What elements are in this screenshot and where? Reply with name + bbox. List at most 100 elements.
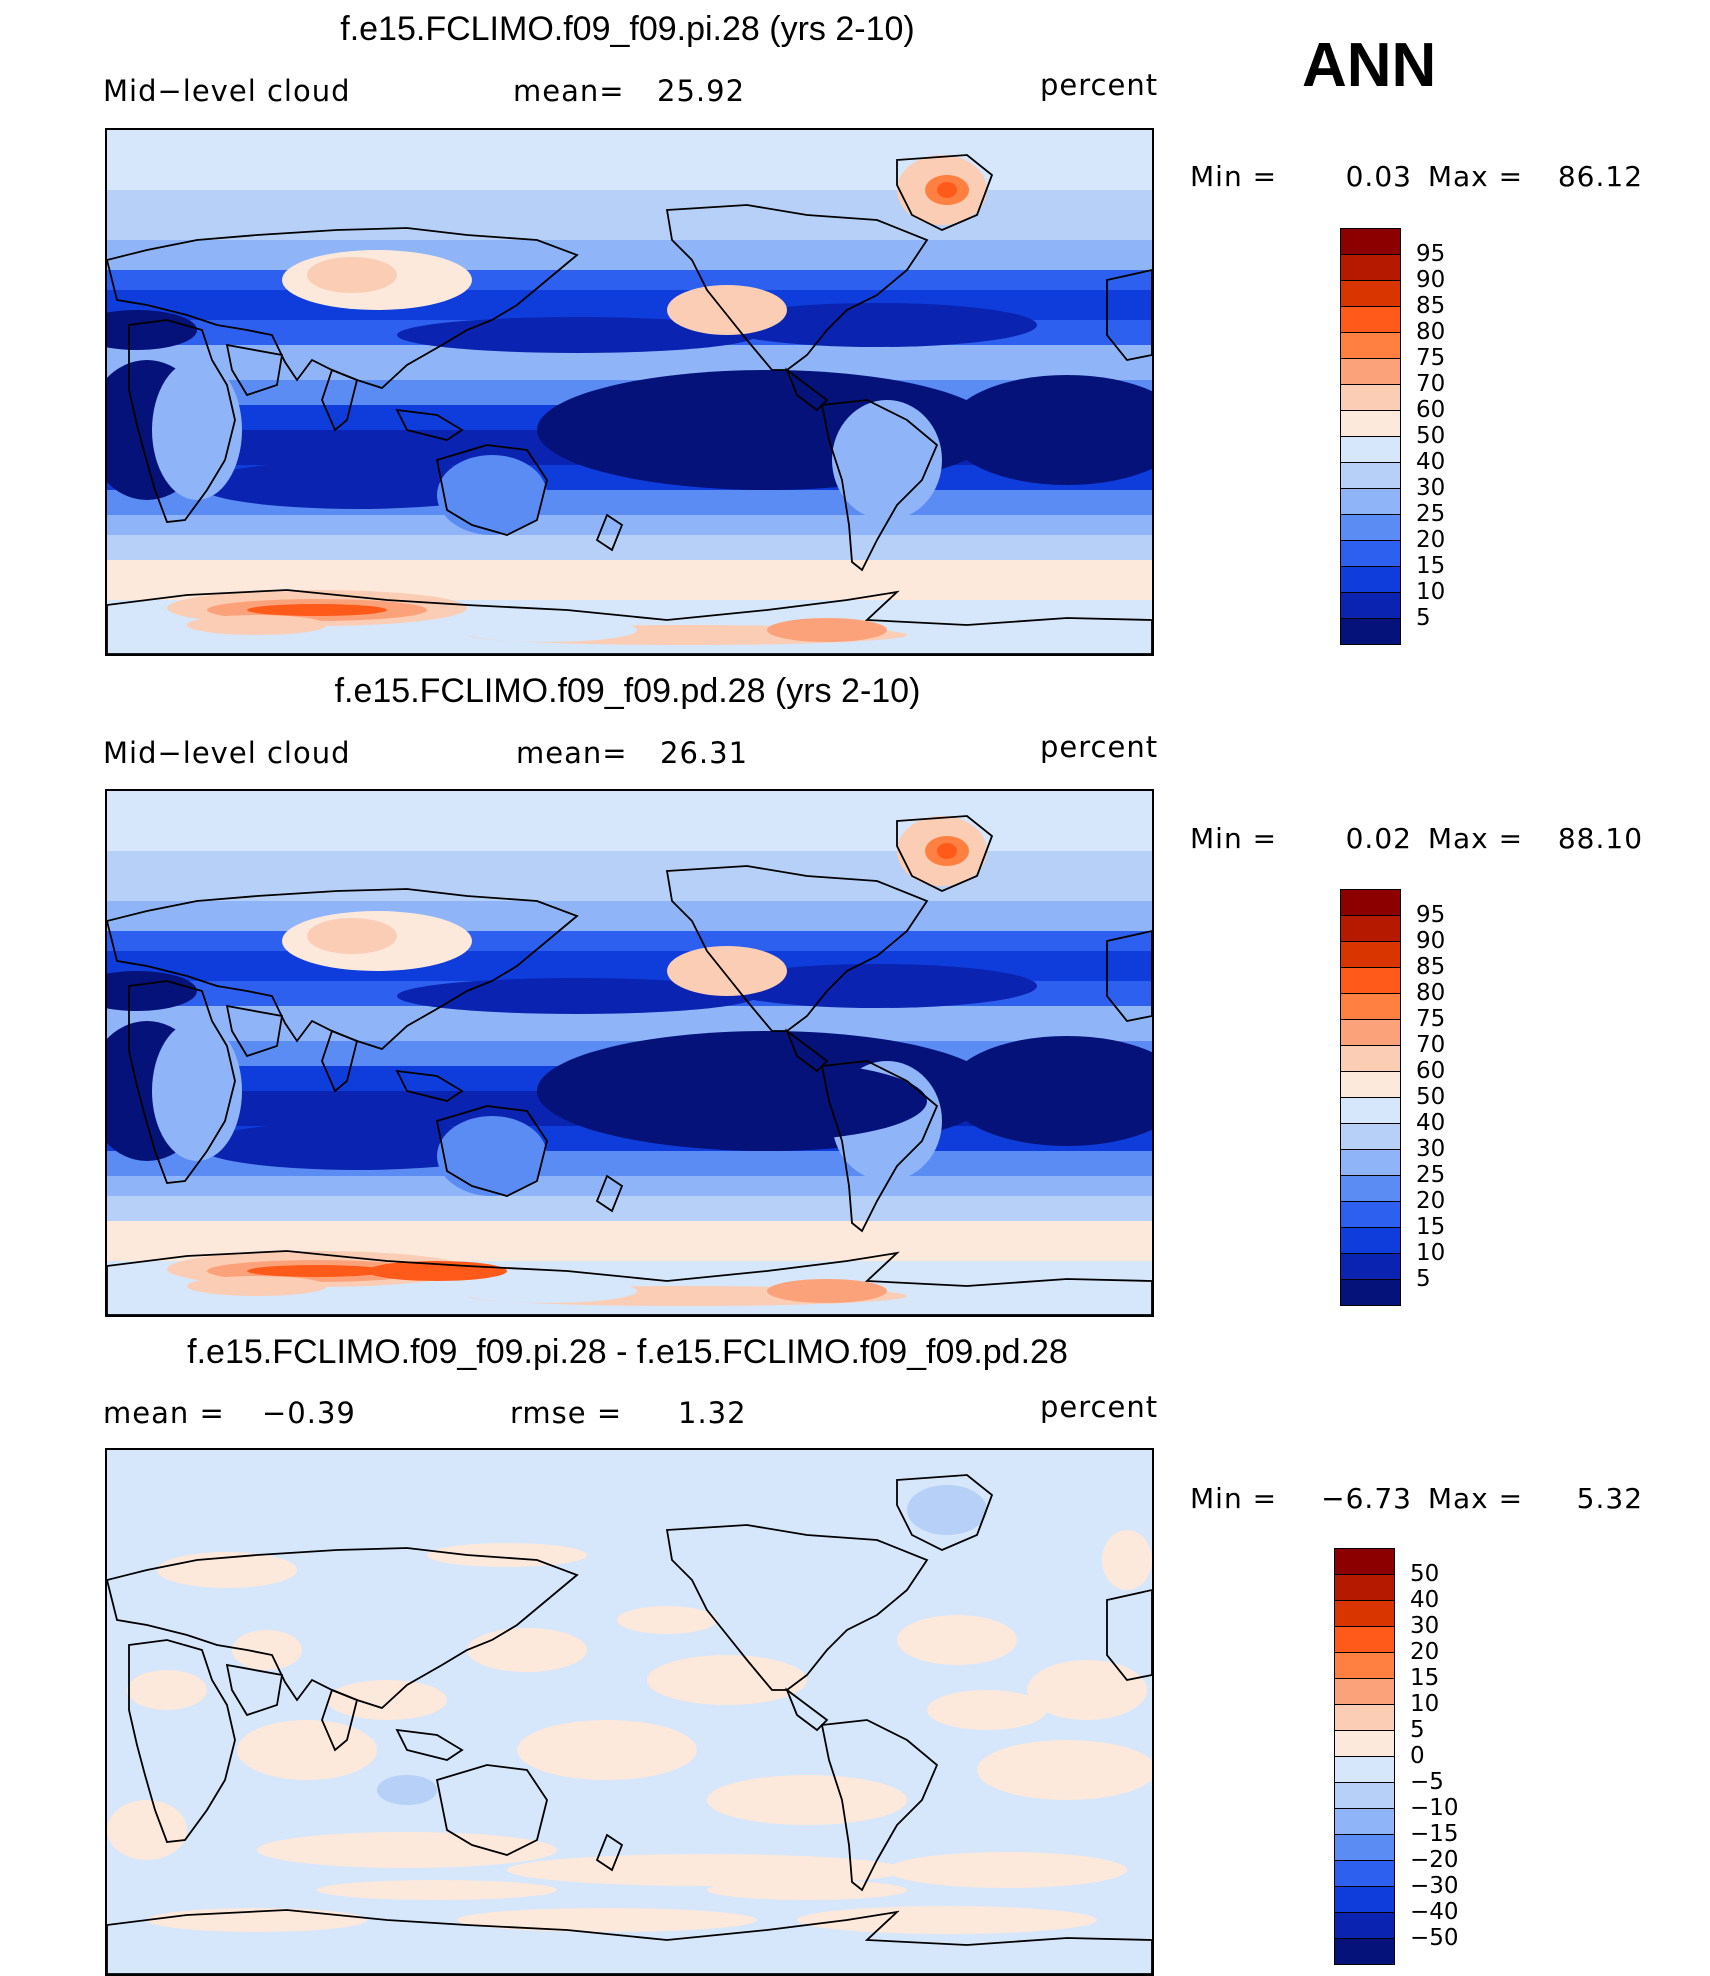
panel-3-mean-label: mean = [103,1396,225,1430]
diff-colorbar-label: −15 [1410,1821,1459,1847]
cloud-colorbar-swatch [1340,384,1401,411]
cloud-colorbar-swatch [1340,993,1401,1020]
cloud-colorbar-label: 85 [1416,954,1446,980]
diff-colorbar-label: 10 [1410,1691,1440,1717]
cloud-colorbar-swatch [1340,915,1401,942]
cloud-colorbar-label: 60 [1416,1058,1446,1084]
cloud-colorbar-swatch [1340,436,1401,463]
cloud-colorbar-label: 70 [1416,371,1446,397]
cloud-colorbar-label: 70 [1416,1032,1446,1058]
panel-1-minmax: Min = 0.03 Max = 86.12 [1190,160,1643,193]
panel-2-minmax: Min = 0.02 Max = 88.10 [1190,822,1643,855]
diff-colorbar-swatch [1334,1548,1395,1575]
diff-colorbar-swatch [1334,1886,1395,1913]
diff-colorbar-swatch [1334,1600,1395,1627]
cloud-colorbar-label: 10 [1416,579,1446,605]
diff-colorbar-swatch [1334,1678,1395,1705]
cloud-colorbar-swatch [1340,1175,1401,1202]
panel-3-units: percent [1040,1390,1159,1424]
panel-1-max-label: Max = [1427,160,1524,193]
diff-colorbar-swatch [1334,1782,1395,1809]
cloud-colorbar-swatch [1340,280,1401,307]
diff-colorbar-swatch [1334,1834,1395,1861]
diff-colorbar-label: −20 [1410,1847,1459,1873]
cloud-colorbar-label: 30 [1416,475,1446,501]
cloud-colorbar-label: 50 [1416,423,1446,449]
cloud-colorbar-label: 95 [1416,241,1446,267]
diff-colorbar-swatch [1334,1626,1395,1653]
panel-2-min-value: 0.02 [1345,822,1412,855]
season-label: ANN [1302,31,1437,100]
cloud-colorbar-label: 15 [1416,1214,1446,1240]
panel-2-mean-label: mean= [516,736,628,770]
cloud-colorbar-swatch [1340,1045,1401,1072]
panel-1-map-svg [107,130,1152,654]
cloud-colorbar-swatch [1340,1149,1401,1176]
cloud-colorbar-swatch [1340,592,1401,619]
panel-3-min-value: −6.73 [1321,1482,1412,1515]
panel-3-rmse-label: rmse = [510,1396,623,1430]
panel-3-minmax: Min = −6.73 Max = 5.32 [1190,1482,1643,1515]
cloud-colorbar-label: 75 [1416,1006,1446,1032]
cloud-colorbar-swatch [1340,889,1401,916]
diff-colorbar-label: −40 [1410,1899,1459,1925]
panel-3-title: f.e15.FCLIMO.f09_f09.pi.28 - f.e15.FCLIM… [187,1333,1068,1371]
cloud-colorbar-swatch [1340,941,1401,968]
panel-3-max-label: Max = [1427,1482,1524,1515]
panel-2-min-label: Min = [1190,822,1278,855]
cloud-colorbar-swatch [1340,1097,1401,1124]
cloud-colorbar-label: 90 [1416,267,1446,293]
panel-2-variable-label: Mid−level cloud [103,736,351,770]
cloud-colorbar-label: 40 [1416,1110,1446,1136]
cloud-colorbar-label: 10 [1416,1240,1446,1266]
cloud-colorbar-label: 60 [1416,397,1446,423]
diff-colorbar-label: 50 [1410,1561,1440,1587]
cloud-colorbar-swatch [1340,1201,1401,1228]
diff-colorbar-label: 0 [1410,1743,1425,1769]
diff-colorbar-swatch [1334,1756,1395,1783]
panel-2-map [105,789,1154,1317]
cloud-colorbar-swatch [1340,1071,1401,1098]
panel-2-max-value: 88.10 [1557,822,1644,855]
cloud-colorbar-swatch [1340,410,1401,437]
diff-colorbar-label: 40 [1410,1587,1440,1613]
diff-colorbar-swatch [1334,1730,1395,1757]
cloud-colorbar-label: 25 [1416,501,1446,527]
diff-colorbar-swatch [1334,1652,1395,1679]
panel-1-colorbar: 95 90 85 80 75 70 60 50 40 30 25 20 15 10 5 [1340,228,1445,645]
diff-colorbar-swatch [1334,1704,1395,1731]
cloud-colorbar-label: 5 [1416,1266,1431,1292]
cloud-colorbar-swatch [1340,1019,1401,1046]
panel-1-min-label: Min = [1190,160,1278,193]
cloud-colorbar-label: 5 [1416,605,1431,631]
panel-3-rmse-value: 1.32 [678,1396,747,1430]
cloud-colorbar-label: 20 [1416,1188,1446,1214]
cloud-colorbar-swatch [1340,540,1401,567]
diff-colorbar-label: −30 [1410,1873,1459,1899]
diff-colorbar-label: −5 [1410,1769,1444,1795]
cloud-colorbar-swatch [1340,332,1401,359]
cloud-colorbar-label: 15 [1416,553,1446,579]
diff-colorbar-label: −10 [1410,1795,1459,1821]
panel-3-map [105,1448,1154,1976]
cloud-colorbar-swatch [1340,514,1401,541]
panel-3-max-value: 5.32 [1576,1482,1644,1515]
diff-colorbar-swatch [1334,1912,1395,1939]
cloud-colorbar-swatch [1340,254,1401,281]
cloud-colorbar-swatch [1340,358,1401,385]
panel-1-title: f.e15.FCLIMO.f09_f09.pi.28 (yrs 2-10) [340,10,915,48]
panel-3-mean-value: −0.39 [262,1396,356,1430]
cloud-colorbar-label: 75 [1416,345,1446,371]
cloud-colorbar-swatch [1340,488,1401,515]
cloud-colorbar-label: 90 [1416,928,1446,954]
cloud-colorbar-label: 80 [1416,319,1446,345]
panel-3-colorbar: 50 40 30 20 15 10 5 0 −5 −10 −15 −20 −30 −40 −50 [1334,1548,1459,1965]
diff-colorbar-label: 5 [1410,1717,1425,1743]
cloud-colorbar-swatch [1340,306,1401,333]
cloud-colorbar-label: 50 [1416,1084,1446,1110]
cloud-colorbar-label: 25 [1416,1162,1446,1188]
diff-colorbar-label: −50 [1410,1925,1459,1951]
panel-3-map-svg [107,1450,1152,1974]
panel-2-units: percent [1040,730,1159,764]
cloud-colorbar-swatch [1340,462,1401,489]
